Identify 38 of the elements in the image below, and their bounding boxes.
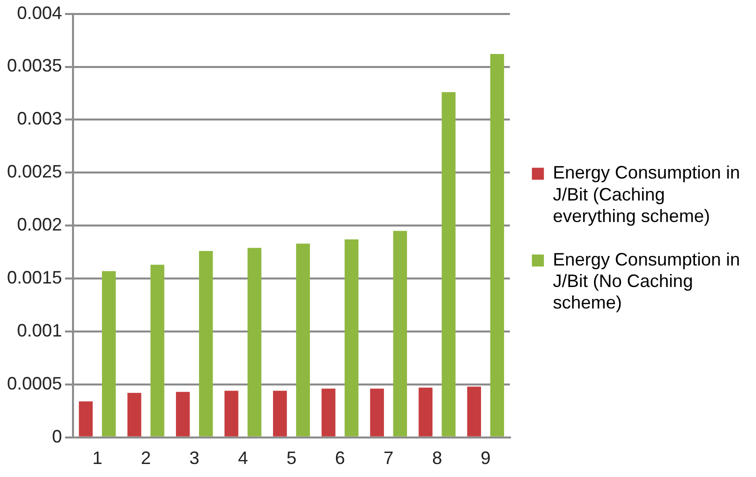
x-tick-label: 2 bbox=[140, 448, 151, 468]
x-tick-label: 1 bbox=[92, 448, 102, 468]
y-tick-label: 0.004 bbox=[17, 2, 62, 23]
x-tick-label: 6 bbox=[335, 448, 346, 468]
bar bbox=[224, 390, 238, 436]
bar bbox=[248, 248, 262, 436]
bar bbox=[393, 230, 407, 436]
y-tick-label: 0.002 bbox=[17, 214, 62, 235]
x-tick-label: 9 bbox=[480, 448, 491, 468]
bar bbox=[296, 244, 310, 436]
y-tick-label: 0.0005 bbox=[6, 373, 62, 394]
bar bbox=[199, 251, 213, 436]
legend-label: Energy Consumption in J/Bit (No Caching scheme) bbox=[552, 249, 740, 313]
y-tick-label: 0.0025 bbox=[6, 162, 62, 182]
x-tick-label: 3 bbox=[189, 448, 200, 468]
y-tick-label: 0 bbox=[52, 426, 62, 446]
bar bbox=[490, 54, 504, 436]
bar bbox=[370, 388, 384, 436]
bar bbox=[176, 392, 190, 436]
bar bbox=[78, 401, 93, 436]
bar bbox=[127, 392, 142, 436]
bar bbox=[442, 92, 456, 436]
legend-label: Energy Consumption in J/Bit (Caching everything scheme) bbox=[552, 162, 740, 226]
bar bbox=[467, 386, 482, 436]
y-tick-label: 0.0035 bbox=[6, 56, 62, 76]
x-tick-label: 4 bbox=[238, 448, 248, 468]
bar bbox=[102, 271, 116, 436]
bar bbox=[344, 239, 358, 436]
y-tick-label: 0.0015 bbox=[6, 268, 62, 288]
x-tick-label: 8 bbox=[432, 448, 442, 468]
bar bbox=[150, 264, 164, 436]
bar bbox=[322, 388, 336, 436]
x-tick-label: 7 bbox=[384, 448, 394, 468]
bar bbox=[273, 390, 287, 436]
y-tick-label: 0.003 bbox=[17, 108, 62, 129]
bar bbox=[418, 388, 432, 436]
y-tick-label: 0.001 bbox=[17, 320, 62, 340]
x-tick-label: 5 bbox=[286, 448, 296, 468]
